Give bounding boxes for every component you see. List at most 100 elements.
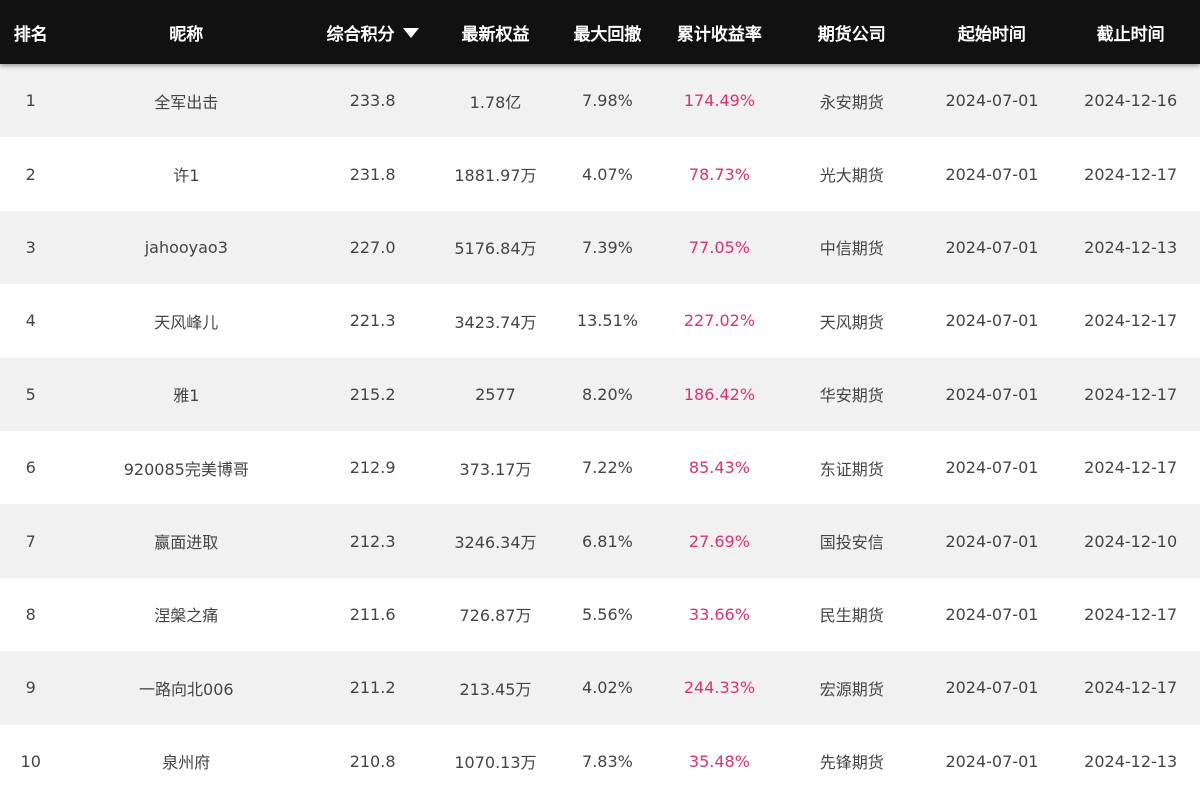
cell-start: 2024-07-01	[945, 91, 1039, 111]
cell-rank: 1	[25, 91, 36, 111]
cell-score: 211.2	[349, 678, 396, 698]
cell-start: 2024-07-01	[945, 311, 1039, 331]
cell-equity: 2577	[475, 384, 516, 404]
cell-rank: 2	[25, 164, 36, 184]
table-row[interactable]: 5 雅1 215.2 2577 8.20% 186.42% 华安期货 2024-07-01 20…	[0, 357, 1200, 431]
cell-rank: 9	[25, 678, 36, 698]
cell-return-rate: 27.69%	[688, 531, 750, 551]
header-drawdown[interactable]: 最大回撤	[573, 24, 642, 45]
table-row[interactable]: 7 赢面进取 212.3 3246.34万 6.81% 27.69% 国投安信 2024-07…	[0, 504, 1200, 578]
cell-start: 2024-07-01	[945, 531, 1039, 551]
cell-nickname: 许1	[173, 166, 200, 186]
table-row[interactable]: 3 jahooyao3 227.0 5176.84万 7.39% 77.05% 中信期货 20…	[0, 210, 1200, 285]
cell-rank: 4	[25, 311, 36, 331]
cell-score: 210.8	[349, 751, 396, 771]
cell-nickname: 920085完美博哥	[123, 459, 249, 479]
cell-nickname: 一路向北006	[139, 679, 234, 699]
table-row[interactable]: 8 涅槃之痛 211.6 726.87万 5.56% 33.66% 民生期货 2024-07-…	[0, 577, 1200, 652]
header-company[interactable]: 期货公司	[817, 24, 886, 45]
cell-drawdown: 8.20%	[582, 384, 633, 404]
header-score-label: 综合积分	[326, 24, 395, 45]
cell-end: 2024-12-16	[1084, 91, 1178, 111]
table-row[interactable]: 6 920085完美博哥 212.9 373.17万 7.22% 85.43% 东证期货 20…	[0, 430, 1200, 505]
cell-equity: 3246.34万	[454, 533, 537, 553]
cell-start: 2024-07-01	[945, 164, 1039, 184]
cell-drawdown: 7.22%	[582, 458, 633, 478]
cell-start: 2024-07-01	[945, 751, 1039, 771]
table-body: 1 全军出击 233.8 1.78亿 7.98% 174.49% 永安期货 2024-07-0…	[0, 64, 1200, 798]
cell-rank: 5	[25, 384, 36, 404]
cell-rank: 6	[25, 458, 36, 478]
cell-nickname: 泉州府	[162, 753, 211, 773]
cell-score: 211.6	[349, 604, 396, 624]
cell-return-rate: 174.49%	[683, 91, 756, 111]
table-row[interactable]: 1 全军出击 233.8 1.78亿 7.98% 174.49% 永安期货 2024-07-0…	[0, 64, 1200, 138]
cell-company: 先锋期货	[819, 753, 884, 773]
table-row[interactable]: 4 天风峰儿 221.3 3423.74万 13.51% 227.02% 天风期货 2024-…	[0, 284, 1200, 358]
cell-start: 2024-07-01	[945, 678, 1039, 698]
cell-equity: 5176.84万	[454, 239, 537, 259]
cell-company: 光大期货	[819, 166, 884, 186]
table-row[interactable]: 2 许1 231.8 1881.97万 4.07% 78.73% 光大期货 2024-07-0…	[0, 137, 1200, 211]
cell-rank: 8	[25, 604, 36, 624]
cell-start: 2024-07-01	[945, 384, 1039, 404]
cell-nickname: jahooyao3	[144, 237, 228, 257]
cell-start: 2024-07-01	[945, 237, 1039, 257]
header-rank[interactable]: 排名	[13, 24, 48, 45]
cell-end: 2024-12-13	[1084, 751, 1178, 771]
cell-end: 2024-12-17	[1084, 384, 1178, 404]
cell-score: 215.2	[349, 384, 396, 404]
header-start[interactable]: 起始时间	[957, 24, 1026, 45]
table-header: 排名 昵称 综合积分 最新权益 最大回撤 累计收益率 期货公司 起始时间 截止时…	[0, 0, 1200, 64]
cell-drawdown: 4.07%	[582, 164, 633, 184]
cell-drawdown: 13.51%	[576, 311, 638, 331]
header-return-rate[interactable]: 累计收益率	[676, 24, 762, 45]
cell-return-rate: 33.66%	[688, 604, 750, 624]
header-nickname[interactable]: 昵称	[169, 24, 204, 45]
cell-score: 233.8	[349, 91, 396, 111]
cell-end: 2024-12-17	[1084, 311, 1178, 331]
cell-rank: 10	[20, 751, 41, 771]
cell-equity: 1070.13万	[454, 753, 537, 773]
cell-end: 2024-12-17	[1084, 458, 1178, 478]
cell-equity: 726.87万	[459, 606, 532, 626]
header-equity[interactable]: 最新权益	[461, 24, 530, 45]
cell-end: 2024-12-10	[1084, 531, 1178, 551]
cell-drawdown: 7.39%	[582, 237, 633, 257]
cell-score: 212.3	[349, 531, 396, 551]
cell-return-rate: 244.33%	[683, 678, 756, 698]
cell-drawdown: 7.83%	[582, 751, 633, 771]
cell-company: 东证期货	[819, 459, 884, 479]
cell-nickname: 赢面进取	[154, 533, 219, 553]
table-row[interactable]: 9 一路向北006 211.2 213.45万 4.02% 244.33% 宏源期货 2024…	[0, 651, 1200, 725]
cell-drawdown: 7.98%	[582, 91, 633, 111]
cell-nickname: 雅1	[173, 386, 200, 406]
cell-nickname: 全军出击	[154, 92, 219, 112]
cell-drawdown: 6.81%	[582, 531, 633, 551]
cell-equity: 213.45万	[459, 679, 532, 699]
cell-end: 2024-12-13	[1084, 237, 1178, 257]
cell-start: 2024-07-01	[945, 458, 1039, 478]
cell-end: 2024-12-17	[1084, 604, 1178, 624]
cell-equity: 1.78亿	[469, 92, 522, 112]
cell-equity: 1881.97万	[454, 166, 537, 186]
cell-company: 民生期货	[819, 606, 884, 626]
sort-desc-icon[interactable]	[402, 27, 419, 38]
cell-nickname: 天风峰儿	[154, 312, 219, 332]
table-row[interactable]: 10 泉州府 210.8 1070.13万 7.83% 35.48% 先锋期货 2024-07…	[0, 724, 1200, 798]
cell-end: 2024-12-17	[1084, 678, 1178, 698]
cell-return-rate: 78.73%	[688, 164, 750, 184]
cell-end: 2024-12-17	[1084, 164, 1178, 184]
cell-rank: 7	[25, 531, 36, 551]
cell-return-rate: 227.02%	[683, 311, 756, 331]
cell-company: 华安期货	[819, 386, 884, 406]
cell-equity: 3423.74万	[454, 312, 537, 332]
cell-company: 宏源期货	[819, 679, 884, 699]
header-score[interactable]: 综合积分	[311, 20, 434, 45]
header-end[interactable]: 截止时间	[1096, 24, 1165, 45]
cell-drawdown: 5.56%	[582, 604, 633, 624]
cell-company: 天风期货	[819, 312, 884, 332]
cell-company: 永安期货	[819, 92, 884, 112]
cell-score: 212.9	[349, 458, 396, 478]
